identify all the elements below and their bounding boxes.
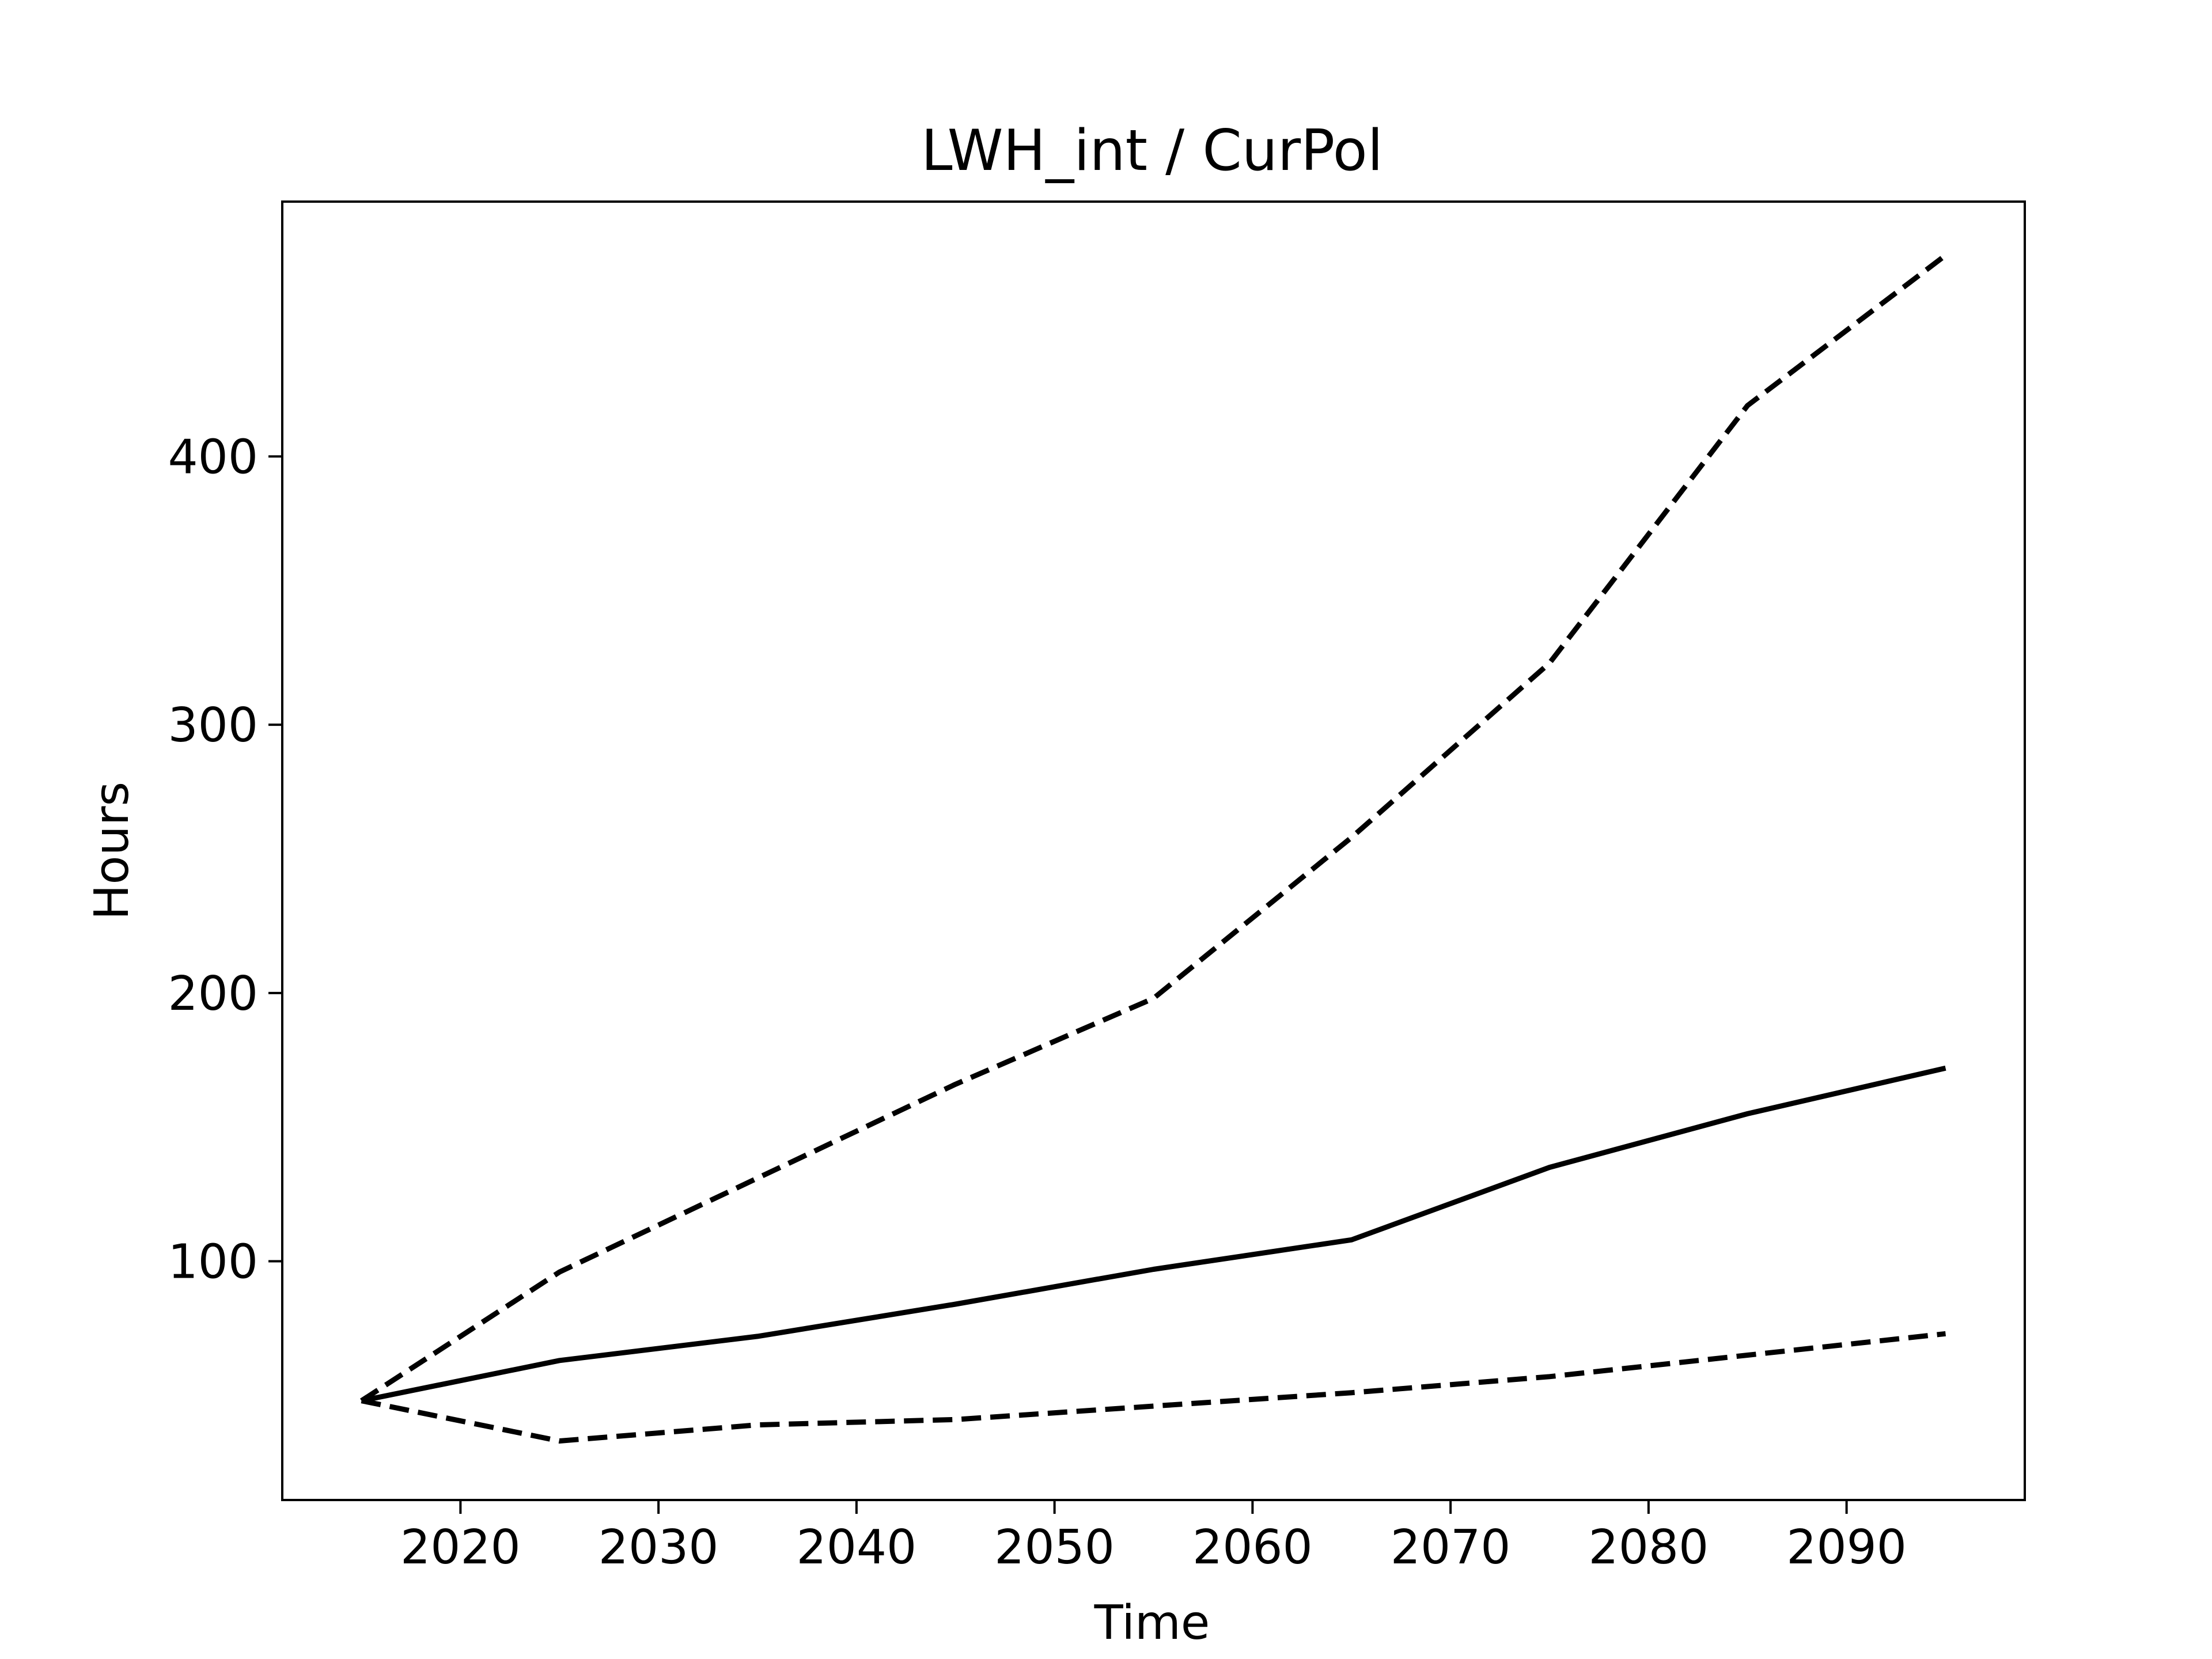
x-tick-label: 2080 — [1589, 1520, 1709, 1575]
y-axis-ticks: 100 200 300 400 — [168, 430, 282, 1290]
y-tick-label: 200 — [168, 967, 258, 1021]
y-tick-label: 400 — [168, 430, 258, 484]
x-tick-label: 2090 — [1786, 1520, 1907, 1575]
x-tick-label: 2020 — [400, 1520, 521, 1575]
y-tick-label: 300 — [168, 698, 258, 753]
x-axis-ticks: 2020 2030 2040 2050 2060 2070 2080 2090 — [400, 1500, 1907, 1575]
series-line-3-dashed — [361, 1331, 1946, 1444]
series-layer — [360, 253, 1948, 1444]
x-tick-label: 2040 — [797, 1520, 917, 1575]
x-tick-label: 2030 — [599, 1520, 719, 1575]
y-tick-label: 100 — [168, 1235, 258, 1290]
series-line-1-dashed — [360, 253, 1948, 1403]
x-tick-label: 2070 — [1391, 1520, 1511, 1575]
plot-area-frame — [281, 200, 2026, 1501]
x-axis-label: Time — [1094, 1596, 1210, 1650]
y-axis-label: Hours — [85, 782, 139, 920]
x-tick-label: 2050 — [994, 1520, 1115, 1575]
chart-title: LWH_int / CurPol — [921, 118, 1383, 184]
series-line-2-solid — [361, 1065, 1946, 1404]
x-tick-label: 2060 — [1192, 1520, 1313, 1575]
